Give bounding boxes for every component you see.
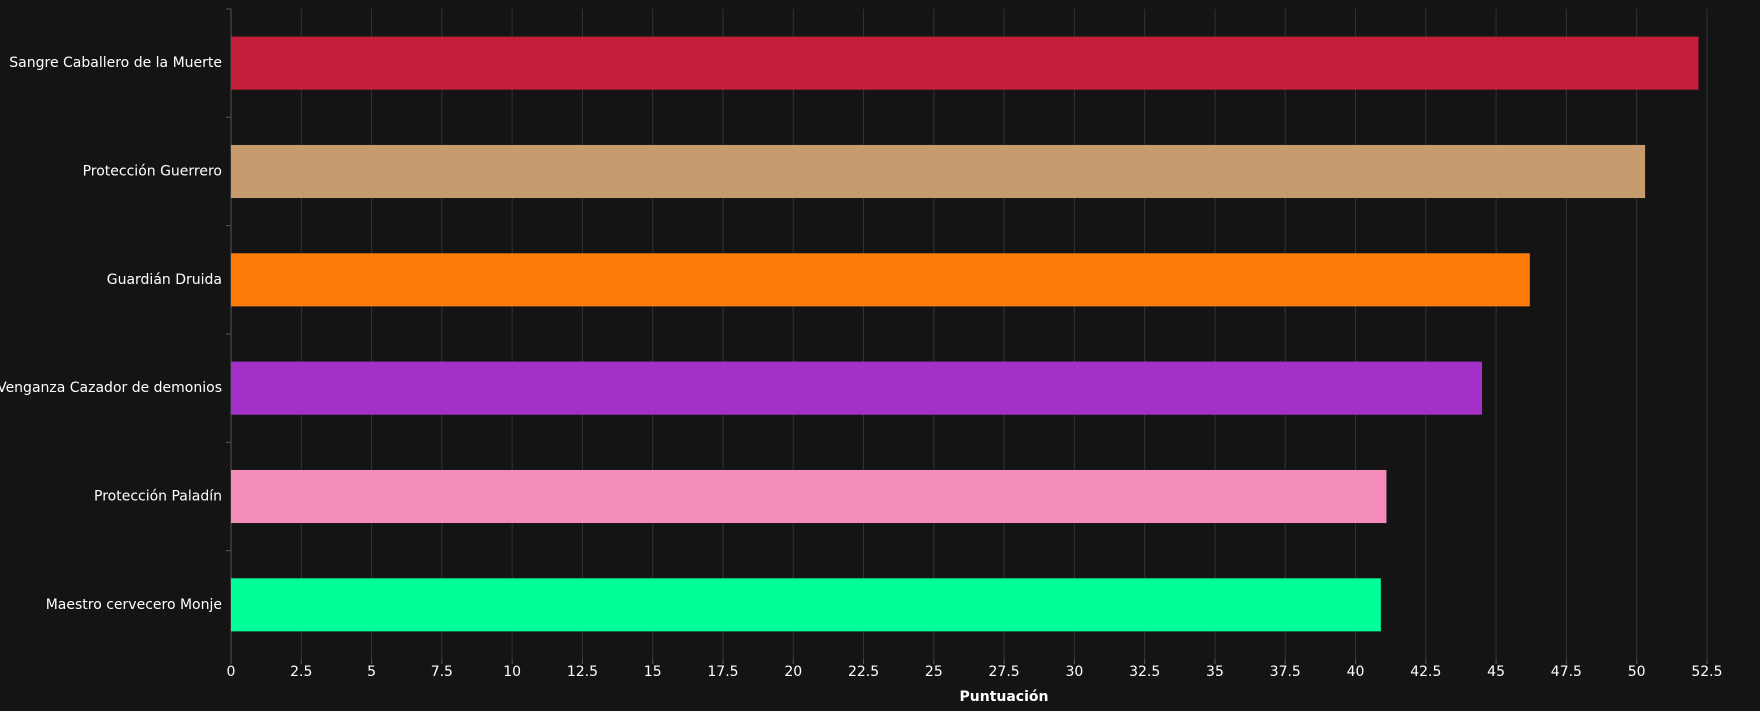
- bar: [231, 469, 1387, 524]
- y-tick-label: Venganza Cazador de demonios: [0, 380, 222, 396]
- x-axis-title: Puntuación: [960, 689, 1049, 705]
- x-tick-label: 40: [1347, 664, 1365, 680]
- x-tick-label: 20: [784, 664, 802, 680]
- y-tick-label: Protección Guerrero: [83, 164, 222, 180]
- bar: [231, 144, 1646, 199]
- x-tick-label: 42.5: [1410, 664, 1441, 680]
- x-tick-label: 7.5: [431, 664, 453, 680]
- x-tick-label: 30: [1065, 664, 1083, 680]
- y-tick-label: Maestro cervecero Monje: [46, 597, 222, 613]
- x-tick-label: 12.5: [567, 664, 598, 680]
- x-tick-label: 37.5: [1270, 664, 1301, 680]
- bar: [231, 578, 1381, 632]
- x-tick-label: 5: [367, 664, 376, 680]
- x-tick-label: 0: [227, 664, 236, 680]
- bar: [231, 361, 1483, 415]
- x-tick-label: 47.5: [1551, 664, 1582, 680]
- x-tick-label: 10: [503, 664, 521, 680]
- y-tick-label: Sangre Caballero de la Muerte: [9, 55, 222, 71]
- x-tick-label: 2.5: [290, 664, 312, 680]
- bar: [231, 36, 1699, 90]
- x-tick-label: 22.5: [848, 664, 879, 680]
- y-tick-label: Guardián Druida: [107, 272, 222, 288]
- x-tick-label: 15: [644, 664, 662, 680]
- x-tick-label: 17.5: [707, 664, 738, 680]
- x-tick-label: 25: [925, 664, 943, 680]
- x-tick-label: 32.5: [1129, 664, 1160, 680]
- x-tick-label: 27.5: [989, 664, 1020, 680]
- y-tick-label: Protección Paladín: [94, 489, 222, 505]
- x-tick-label: 52.5: [1691, 664, 1722, 680]
- x-tick-label: 50: [1628, 664, 1646, 680]
- x-tick-label: 45: [1487, 664, 1505, 680]
- x-tick-label: 35: [1206, 664, 1224, 680]
- bar: [231, 253, 1530, 307]
